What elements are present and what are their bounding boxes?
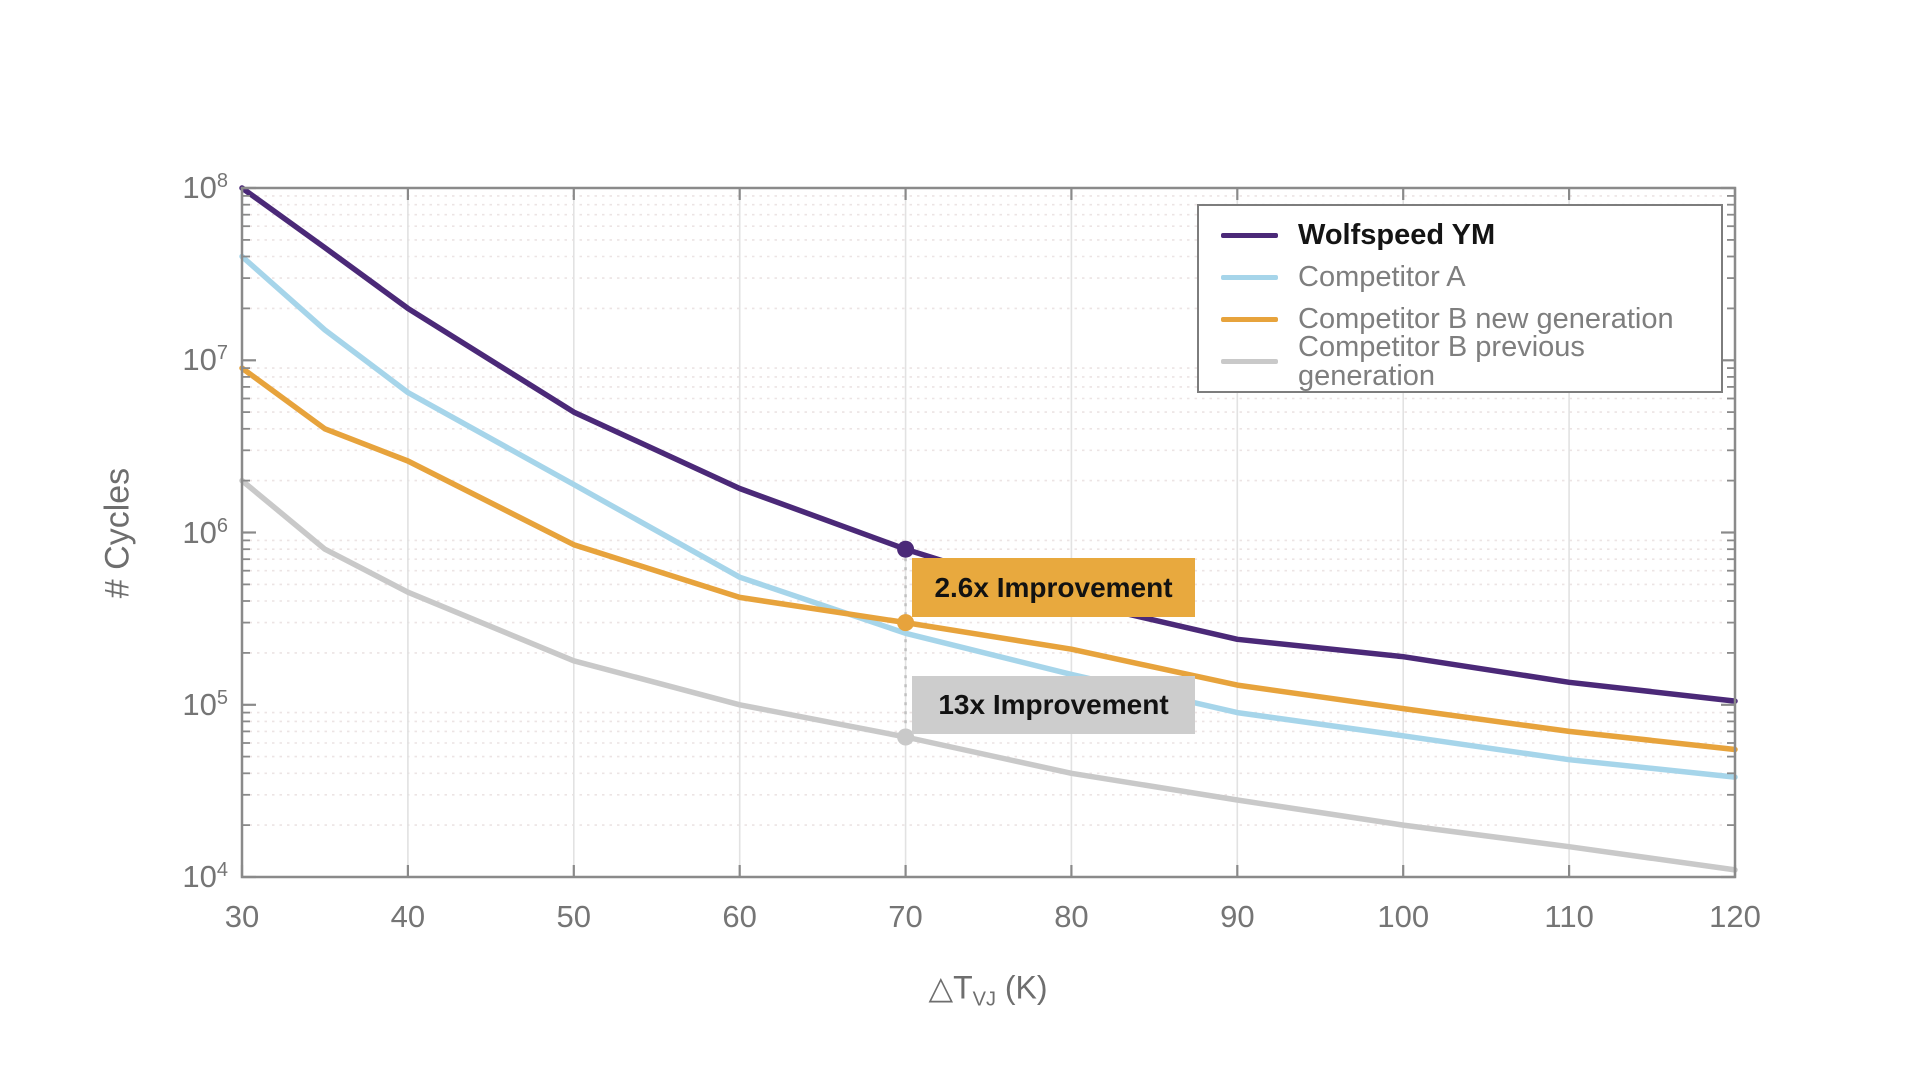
y-axis-title: # Cycles (98, 467, 137, 599)
x-axis-title-subscript: VJ (972, 988, 996, 1011)
legend-label: Competitor B previous generation (1298, 330, 1585, 392)
x-tick-label: 40 (390, 899, 426, 934)
x-tick-label: 100 (1377, 899, 1430, 934)
legend-swatch-icon (1221, 233, 1278, 238)
x-tick-label: 30 (224, 899, 260, 934)
x-tick-label: 60 (722, 899, 757, 934)
annotation-improvement-13x: 13x Improvement (912, 676, 1195, 734)
x-tick-label: 110 (1544, 899, 1594, 934)
legend-item-competitor-b-previous: Competitor B previous generation (1221, 332, 1721, 390)
x-axis-title-suffix: (K) (995, 969, 1048, 1006)
x-tick-label: 120 (1709, 899, 1761, 934)
legend: Wolfspeed YM Competitor A Competitor B n… (1197, 204, 1723, 393)
legend-swatch-icon (1221, 317, 1278, 322)
data-point-marker (897, 540, 915, 558)
legend-item-competitor-a: Competitor A (1221, 261, 1721, 294)
x-axis-title-prefix: △T (928, 969, 973, 1006)
x-tick-label: 50 (556, 899, 592, 934)
x-tick-label: 80 (1054, 899, 1089, 934)
legend-item-wolfspeed-ym: Wolfspeed YM (1221, 219, 1721, 252)
legend-label: Competitor A (1298, 261, 1466, 293)
legend-swatch-icon (1221, 275, 1278, 280)
legend-label: Competitor B new generation (1298, 303, 1674, 335)
annotation-improvement-2-6x: 2.6x Improvement (912, 558, 1195, 617)
data-point-marker (897, 728, 915, 746)
series-line-competitor-a (239, 253, 1738, 780)
x-tick-label: 70 (888, 899, 923, 934)
y-tick-label: 108 (182, 169, 228, 206)
y-tick-label: 104 (182, 858, 228, 895)
legend-label: Wolfspeed YM (1298, 219, 1496, 251)
y-tick-label: 106 (182, 514, 228, 550)
x-axis-title: △TVJ (K) (928, 968, 1047, 1011)
data-point-marker (897, 614, 915, 632)
legend-swatch-icon (1221, 359, 1278, 364)
y-tick-label: 107 (182, 342, 228, 378)
legend-item-competitor-b-new: Competitor B new generation (1221, 303, 1721, 336)
x-tick-label: 90 (1220, 899, 1255, 934)
y-tick-label: 105 (182, 686, 228, 722)
